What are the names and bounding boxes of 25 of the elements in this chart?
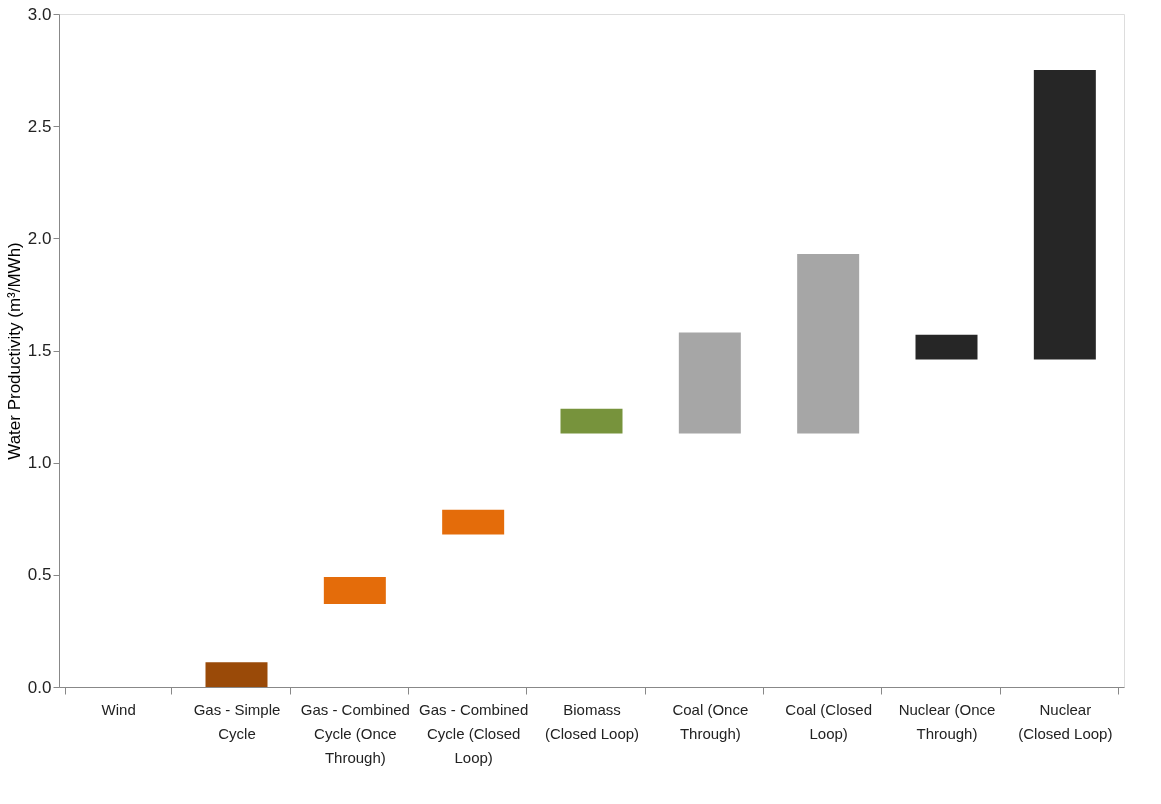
x-tick-label: Coal (Closed Loop) <box>785 700 873 742</box>
y-axis-title: Water Productivity (m³/MWh) <box>4 242 24 460</box>
x-tick-label: Biomass (Closed Loop) <box>544 700 640 742</box>
x-tick-label: Wind <box>101 700 136 718</box>
y-tick-label: 3.0 <box>27 4 52 24</box>
x-tick-label: Nuclear (Once Through) <box>898 700 996 742</box>
y-tick-label: 0.0 <box>27 677 52 697</box>
bar <box>1033 70 1096 360</box>
bar <box>797 254 860 434</box>
x-tick-label: Gas - Combined Cycle (Once Through) <box>300 700 410 766</box>
y-tick-label: 2.5 <box>27 116 52 136</box>
x-tick-label: Nuclear (Closed Loop) <box>1018 700 1113 742</box>
bar <box>205 662 268 687</box>
y-tick-label: 2.0 <box>27 228 52 248</box>
bar <box>442 509 505 535</box>
y-tick-label: 0.5 <box>27 565 52 585</box>
bar <box>323 577 386 604</box>
x-tick-label: Gas - Simple Cycle <box>193 700 281 742</box>
x-tick-label: Gas - Combined Cycle (Closed Loop) <box>419 700 529 766</box>
x-tick-label: Coal (Once Through) <box>672 700 749 742</box>
y-tick-label: 1.5 <box>27 341 52 360</box>
bar <box>915 334 978 360</box>
bar <box>560 408 623 434</box>
bar <box>678 332 741 434</box>
y-tick-label: 1.0 <box>27 453 52 473</box>
